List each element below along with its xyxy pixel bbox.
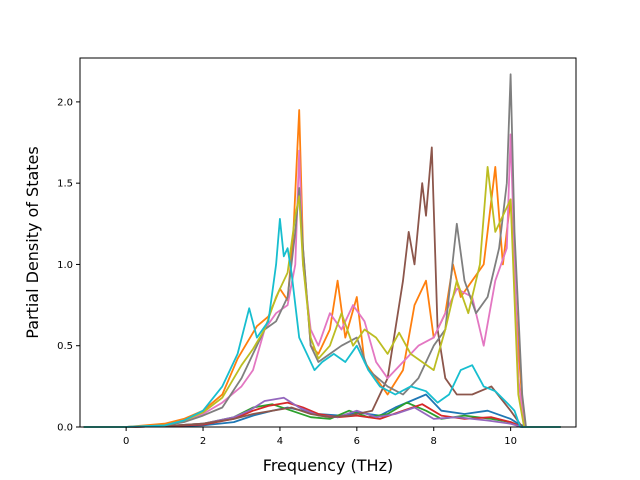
- y-tick-label: 1.5: [57, 179, 73, 190]
- x-tick-label: 2: [200, 436, 206, 447]
- series-line-6: [83, 146, 561, 428]
- series-line-5: [83, 396, 561, 428]
- x-tick-label: 0: [123, 436, 129, 447]
- y-axis-label: Partial Density of States: [23, 146, 42, 338]
- series-line-8: [83, 73, 561, 428]
- y-tick-label: 1.0: [57, 260, 73, 271]
- x-axis-label: Frequency (THz): [263, 456, 393, 475]
- y-ticks: 0.0 0.5 1.0 1.5 2.0: [57, 97, 80, 434]
- x-tick-label: 6: [354, 436, 360, 447]
- x-tick-label: 4: [277, 436, 283, 447]
- series-line-9: [83, 165, 561, 428]
- y-tick-label: 0.5: [57, 341, 73, 352]
- series-line-7: [83, 133, 561, 428]
- series-line-1: [83, 393, 561, 428]
- y-tick-label: 2.0: [57, 97, 73, 108]
- plot-frame: [79, 57, 577, 428]
- series-layer: [83, 73, 561, 428]
- series-line-10: [83, 217, 561, 428]
- y-tick-label: 0.0: [57, 423, 73, 434]
- x-tick-label: 8: [431, 436, 437, 447]
- x-tick-label: 10: [504, 436, 517, 447]
- x-ticks: 0 2 4 6 8 10: [123, 427, 517, 447]
- series-line-2: [83, 109, 561, 428]
- series-line-4: [83, 401, 561, 428]
